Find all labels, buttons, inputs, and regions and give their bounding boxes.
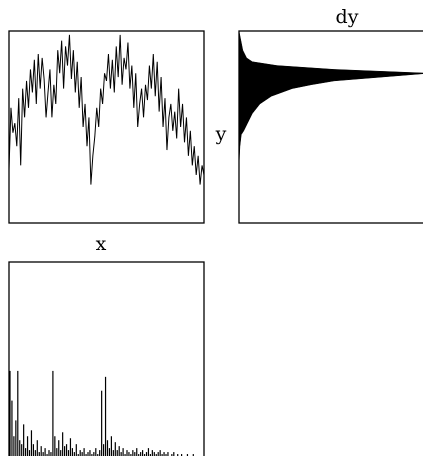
y-marginal-panel: dy	[238, 6, 423, 224]
x-marginal-frame	[8, 261, 205, 456]
main-series-line-0	[8, 34, 205, 185]
main-series	[8, 34, 205, 185]
main-panel	[8, 30, 205, 224]
x-marginal-series	[9, 370, 194, 456]
y-marginal-series	[238, 30, 423, 223]
x-marginal-panel	[8, 261, 205, 456]
y-marginal-area-0	[238, 30, 423, 223]
x-axis-label: x	[96, 233, 107, 255]
y-marginal-title: dy	[336, 6, 359, 28]
y-marginal-frame	[238, 30, 423, 224]
y-axis-label: y	[215, 123, 227, 145]
